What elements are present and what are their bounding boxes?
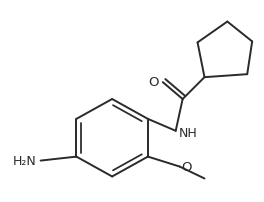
Text: NH: NH xyxy=(179,127,197,140)
Text: O: O xyxy=(182,160,192,173)
Text: H₂N: H₂N xyxy=(13,154,37,167)
Text: O: O xyxy=(148,75,159,88)
